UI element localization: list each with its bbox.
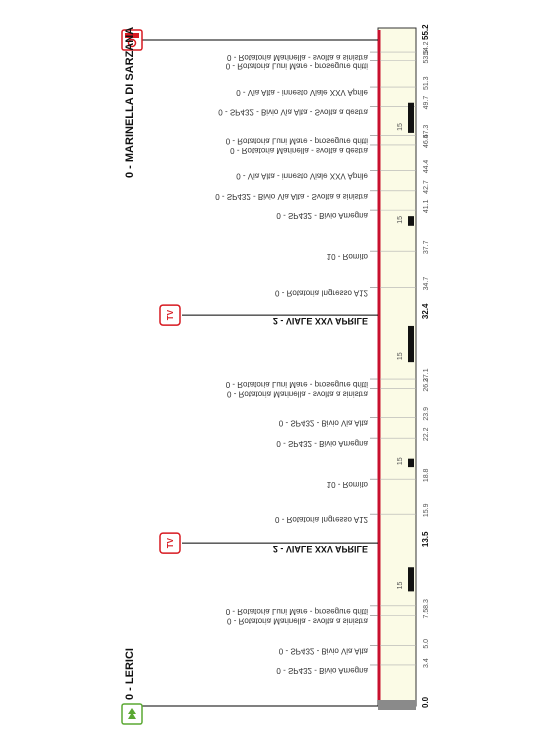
tv-badge-icon: TV <box>159 532 181 554</box>
sprint-km: 13.5 <box>421 531 430 547</box>
waypoint-label: 0 - SP432 - Bivio Via Alta <box>279 419 369 428</box>
gradient-segment <box>408 216 414 226</box>
gradient-marks: 15 15 15 15 15 <box>397 102 414 592</box>
waypoint-label: 0 - SP432 - Bivio Via Alta - Svolta a de… <box>218 107 368 116</box>
gradient-segment <box>408 325 414 363</box>
waypoint-label: 0 - SP432 - Bivio Via Alta <box>279 647 369 656</box>
waypoint-km: 15.9 <box>423 503 430 517</box>
waypoint-km: 54.2 <box>423 41 430 55</box>
waypoint-km: 41.1 <box>423 199 430 213</box>
tv-badge-frame <box>159 532 181 554</box>
waypoint-km: 8.3 <box>423 599 430 609</box>
gradient-segment <box>408 458 414 468</box>
waypoint-label: 0 - Rotatoria Ingresso A12 <box>275 515 368 524</box>
tv-badge-text: TV <box>166 309 175 320</box>
waypoint-list: 3.4 0 - SP432 - Bivio Amegna 5.0 0 - SP432 … <box>215 41 430 675</box>
waypoint-km: 47.3 <box>423 125 430 139</box>
waypoint-km: 22.2 <box>423 427 430 441</box>
gradient-segment <box>408 567 414 592</box>
waypoint-km: 51.3 <box>423 76 430 90</box>
start-km: 0.0 <box>421 696 430 708</box>
start-label: 0 - LERICI <box>124 648 136 700</box>
waypoint-km: 27.1 <box>423 368 430 382</box>
waypoint-km: 5.0 <box>423 639 430 649</box>
tv-badge-icon: TV <box>159 304 181 326</box>
waypoint-label: 0 - Via Alta - innesto Viale XXV Aprile <box>236 171 368 180</box>
gradient-label: 15 <box>397 581 404 589</box>
gradient-label: 15 <box>397 216 404 224</box>
km-grid <box>380 51 416 666</box>
waypoint-label: 10 - Romito <box>327 252 369 261</box>
waypoint-label: 0 - Rotatoria Luni Mare - prosegure drit… <box>226 62 369 71</box>
waypoint-km: 7.5 <box>423 609 430 619</box>
waypoint-label: 0 - SP432 - Bivio Via Alta - Svolta a si… <box>215 192 368 201</box>
waypoint-km: 3.4 <box>423 658 430 668</box>
finish-km: 55.2 <box>421 24 430 40</box>
waypoint-km: 42.7 <box>423 180 430 194</box>
finish-flag-icon <box>121 29 143 51</box>
gradient-label: 15 <box>397 123 404 131</box>
profile-panel <box>377 27 417 707</box>
finish-label: 0 - MARINELLA DI SARZANA <box>124 27 136 178</box>
waypoint-label: 0 - Rotatoria Luni Mare - prosegure drit… <box>226 380 369 389</box>
sprint-label: 2 - VIALE XXV APRILE <box>273 544 368 554</box>
sprint-list: TV 2 - VIALE XXV APRILE 13.5 TV 2 - VIALE XX… <box>159 303 430 554</box>
sprint-km: 32.4 <box>421 303 430 319</box>
tv-badge-text: TV <box>166 537 175 548</box>
waypoint-km: 53.5 <box>423 50 430 64</box>
waypoint-km: 44.4 <box>423 160 430 174</box>
waypoint-label: 0 - Rotatoria Marinella - svolta a destr… <box>230 146 368 155</box>
waypoint-label: 10 - Romito <box>327 480 369 489</box>
waypoint-km: 23.9 <box>423 407 430 421</box>
waypoint-label: 0 - Rotatoria Ingresso A12 <box>275 288 368 297</box>
waypoint-label: 0 - Rotatoria Marinella - svolta a sinis… <box>227 617 368 626</box>
waypoint-label: 0 - Rotatoria Marinella - svolta a sinis… <box>227 53 368 62</box>
waypoint-km: 46.5 <box>423 134 430 148</box>
waypoint-km: 26.3 <box>423 378 430 392</box>
waypoint-label: 0 - SP432 - Bivio Amegna <box>276 439 368 448</box>
waypoint-label: 0 - Via Alta - innesto Viale XXV Aprile <box>236 88 368 97</box>
waypoint-label: 0 - Rotatoria Marinella - svolta a sinis… <box>227 390 368 399</box>
gradient-segment <box>408 102 414 133</box>
sprint-label: 2 - VIALE XXV APRILE <box>273 316 368 326</box>
waypoint-km: 37.7 <box>423 240 430 254</box>
waypoint-label: 0 - Rotatoria Luni Mare - prosegure drit… <box>226 607 369 616</box>
tv-badge-frame <box>159 304 181 326</box>
gradient-label: 15 <box>397 352 404 360</box>
waypoint-km: 18.8 <box>423 468 430 482</box>
waypoint-label: 0 - Rotatoria Luni Mare - prosegure drit… <box>226 136 369 145</box>
waypoint-label: 0 - SP432 - Bivio Amegna <box>276 211 368 220</box>
gradient-label: 15 <box>397 457 404 465</box>
start-icon <box>121 703 143 725</box>
waypoint-km: 49.7 <box>423 96 430 110</box>
waypoint-km: 34.7 <box>423 277 430 291</box>
profile-base <box>378 700 416 710</box>
waypoint-label: 0 - SP432 - Bivio Amegna <box>276 666 368 675</box>
